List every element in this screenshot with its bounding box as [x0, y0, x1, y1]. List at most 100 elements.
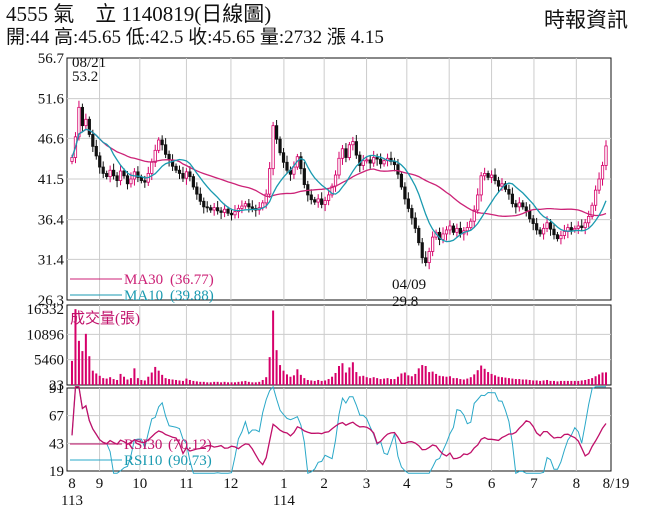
x-tick-label: 11: [179, 476, 193, 492]
volume-bar: [247, 381, 250, 385]
ma10-line: [71, 128, 607, 243]
volume-bar: [258, 381, 261, 385]
volume-bar: [410, 376, 413, 385]
rsi30-legend-name: RSI30: [124, 437, 162, 453]
volume-bar: [195, 381, 198, 385]
candle-body: [514, 203, 518, 208]
volume-bar: [365, 377, 368, 385]
candle-body: [552, 228, 556, 236]
volume-bar: [296, 369, 299, 385]
price-y-tick: 41.5: [38, 172, 64, 188]
lo-annotation-value: 29.8: [392, 294, 418, 310]
candle-body: [226, 208, 230, 214]
rsi-y-tick: 43: [49, 436, 64, 452]
volume-bar: [518, 379, 521, 385]
volume-bar: [268, 357, 271, 385]
candle-body: [528, 210, 532, 220]
candle-body: [444, 229, 449, 235]
candle-body: [98, 155, 102, 168]
candle-body: [555, 234, 560, 240]
candle-body: [184, 171, 189, 179]
volume-bar: [563, 380, 566, 385]
x-tick-label: 2: [320, 476, 328, 492]
x-tick-year: 114: [273, 493, 295, 509]
x-tick-label: 8: [573, 476, 581, 492]
volume-bar: [577, 380, 580, 385]
quote-summary: 開:44 高:45.65 低:42.5 收:45.65 量:2732 漲 4.1…: [6, 27, 384, 48]
candle-body: [358, 154, 362, 166]
rsi-y-tick: 67: [49, 409, 65, 425]
volume-bar: [123, 376, 126, 385]
volume-bar: [71, 360, 73, 385]
volume-bar: [452, 378, 455, 385]
volume-bar: [514, 379, 517, 385]
volume-bar: [320, 380, 323, 385]
volume-bar: [175, 379, 178, 385]
candle-body: [590, 204, 594, 217]
candle-body: [157, 139, 161, 151]
volume-bar: [431, 371, 434, 385]
volume-bar: [407, 375, 410, 385]
candle-body: [174, 165, 178, 171]
candle-body: [399, 173, 404, 188]
candle-body: [77, 106, 81, 138]
volume-bar: [344, 372, 347, 385]
volume-bar: [511, 378, 514, 385]
candle-body: [250, 206, 254, 209]
rsi10-legend-value: (90.73): [168, 453, 212, 469]
volume-bar: [369, 378, 372, 385]
candle-body: [87, 118, 91, 135]
volume-bar: [265, 377, 268, 385]
volume-bar: [469, 377, 472, 385]
volume-bar: [98, 375, 101, 385]
volume-bar: [362, 375, 365, 385]
x-tick-label: 9: [96, 476, 104, 492]
volume-bar: [216, 381, 219, 385]
volume-bar: [282, 370, 285, 385]
candle-body: [375, 157, 379, 160]
price-y-tick: 56.7: [38, 51, 65, 67]
volume-bar: [573, 380, 576, 385]
candle-body: [361, 160, 365, 166]
volume-bar: [379, 379, 382, 385]
volume-y-tick: 10896: [27, 327, 65, 343]
volume-bar: [88, 356, 91, 385]
candle-body: [278, 138, 282, 154]
candle-body: [326, 194, 331, 201]
price-y-tick: 51.6: [38, 92, 65, 108]
volume-bar: [438, 375, 441, 385]
candle-body: [285, 161, 289, 171]
volume-bar: [605, 372, 607, 385]
volume-bar: [327, 379, 330, 385]
candle-body: [115, 175, 119, 181]
volume-bar: [334, 372, 337, 385]
candle-body: [80, 106, 85, 127]
candle-body: [153, 149, 157, 163]
volume-bar: [570, 380, 573, 385]
candle-body: [229, 212, 234, 216]
volume-bar: [303, 378, 306, 385]
candle-body: [129, 178, 133, 185]
ma30-legend-value: (36.77): [170, 272, 214, 288]
candle-body: [202, 200, 206, 208]
volume-bar: [525, 379, 528, 385]
volume-bar: [150, 372, 153, 385]
candle-body: [330, 185, 334, 196]
volume-bar: [598, 374, 601, 385]
candle-body: [562, 231, 566, 236]
volume-bar: [181, 380, 184, 385]
volume-bar: [601, 372, 604, 385]
volume-bar: [351, 362, 354, 385]
candle-body: [406, 198, 410, 209]
volume-bar: [341, 363, 344, 385]
volume-bar: [136, 378, 139, 385]
hi-annotation-date: 08/21: [72, 55, 106, 71]
candle-body: [205, 206, 209, 209]
candle-body: [181, 173, 185, 179]
candle-body: [417, 227, 421, 244]
volume-bar: [116, 379, 119, 385]
candle-body: [365, 159, 369, 162]
candle-body: [91, 134, 95, 147]
candle-body: [486, 173, 490, 178]
volume-bar: [500, 377, 503, 385]
